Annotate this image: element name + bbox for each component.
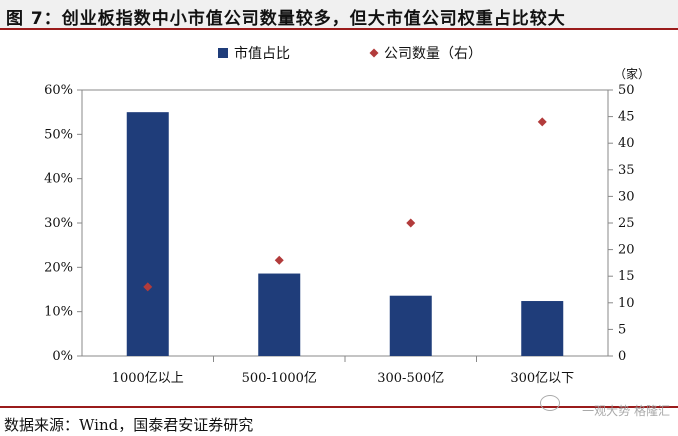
- x-axis-tick-label: 300亿以下: [510, 371, 574, 386]
- figure-title: 图 7：创业板指数中小市值公司数量较多，但大市值公司权重占比较大: [6, 9, 566, 29]
- bar-market-cap-share: [521, 301, 564, 356]
- x-axis-tick-label: 300-500亿: [377, 371, 444, 386]
- right-axis-tick-label: 0: [618, 349, 626, 364]
- left-axis-tick-label: 0%: [52, 349, 73, 364]
- legend-bar-swatch: [218, 48, 228, 58]
- watermark: 一观大势 格隆汇: [582, 404, 670, 418]
- right-axis-unit: （家）: [614, 66, 650, 81]
- right-axis-tick-label: 5: [618, 322, 626, 337]
- right-axis-tick-label: 20: [618, 243, 635, 258]
- left-axis-tick-label: 10%: [44, 305, 73, 320]
- marker-company-count: [406, 218, 416, 228]
- bar-market-cap-share: [389, 295, 432, 356]
- right-axis-tick-label: 10: [618, 296, 635, 311]
- legend-marker-swatch: [369, 48, 379, 58]
- title-bar: 图 7：创业板指数中小市值公司数量较多，但大市值公司权重占比较大: [0, 0, 678, 30]
- source-text: 数据来源：Wind，国泰君安证券研究: [4, 416, 254, 434]
- x-axis-tick-label: 1000亿以上: [112, 371, 184, 386]
- source-bar: 数据来源：Wind，国泰君安证券研究: [0, 406, 678, 436]
- marker-company-count: [143, 282, 153, 292]
- left-axis-tick-label: 50%: [44, 127, 73, 142]
- right-axis-tick-label: 50: [618, 83, 635, 98]
- legend-bar-label: 市值占比: [234, 45, 290, 62]
- chart: 0% 10% 20% 30% 40% 50% 60% 0 5 10 15 20 25 30 35 40 45 50…: [44, 45, 650, 386]
- legend-marker-label: 公司数量（右）: [384, 46, 482, 62]
- right-axis-tick-label: 25: [618, 216, 635, 231]
- right-axis-tick-label: 45: [618, 110, 635, 125]
- left-axis-tick-label: 40%: [44, 172, 73, 187]
- right-axis-tick-label: 30: [618, 189, 635, 204]
- marker-company-count: [537, 117, 547, 127]
- bar-market-cap-share: [126, 112, 169, 357]
- left-axis-tick-label: 20%: [44, 260, 73, 275]
- wechat-icon: [540, 395, 560, 411]
- marker-company-count: [274, 255, 284, 265]
- right-axis-tick-label: 35: [618, 163, 635, 178]
- right-axis-tick-label: 40: [618, 136, 635, 151]
- left-axis-tick-label: 30%: [44, 216, 73, 231]
- x-axis-tick-label: 500-1000亿: [242, 371, 317, 386]
- left-axis-tick-label: 60%: [44, 83, 73, 98]
- bar-market-cap-share: [258, 273, 301, 356]
- right-axis-tick-label: 15: [618, 269, 635, 284]
